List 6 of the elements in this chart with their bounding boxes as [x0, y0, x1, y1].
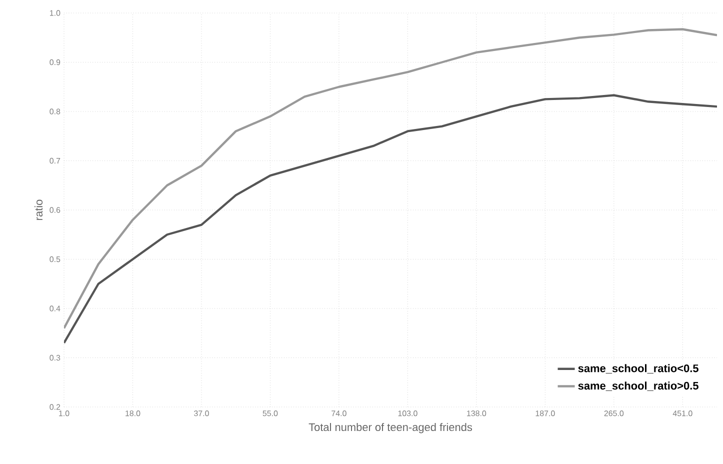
- line-series: [64, 28, 718, 330]
- legend-label: same_school_ratio<0.5: [578, 364, 698, 374]
- line-series: [64, 94, 718, 344]
- legend-label: same_school_ratio>0.5: [578, 382, 698, 391]
- y-axis-title: ratio: [34, 200, 43, 220]
- x-axis-title: Total number of teen-aged friends: [308, 423, 472, 434]
